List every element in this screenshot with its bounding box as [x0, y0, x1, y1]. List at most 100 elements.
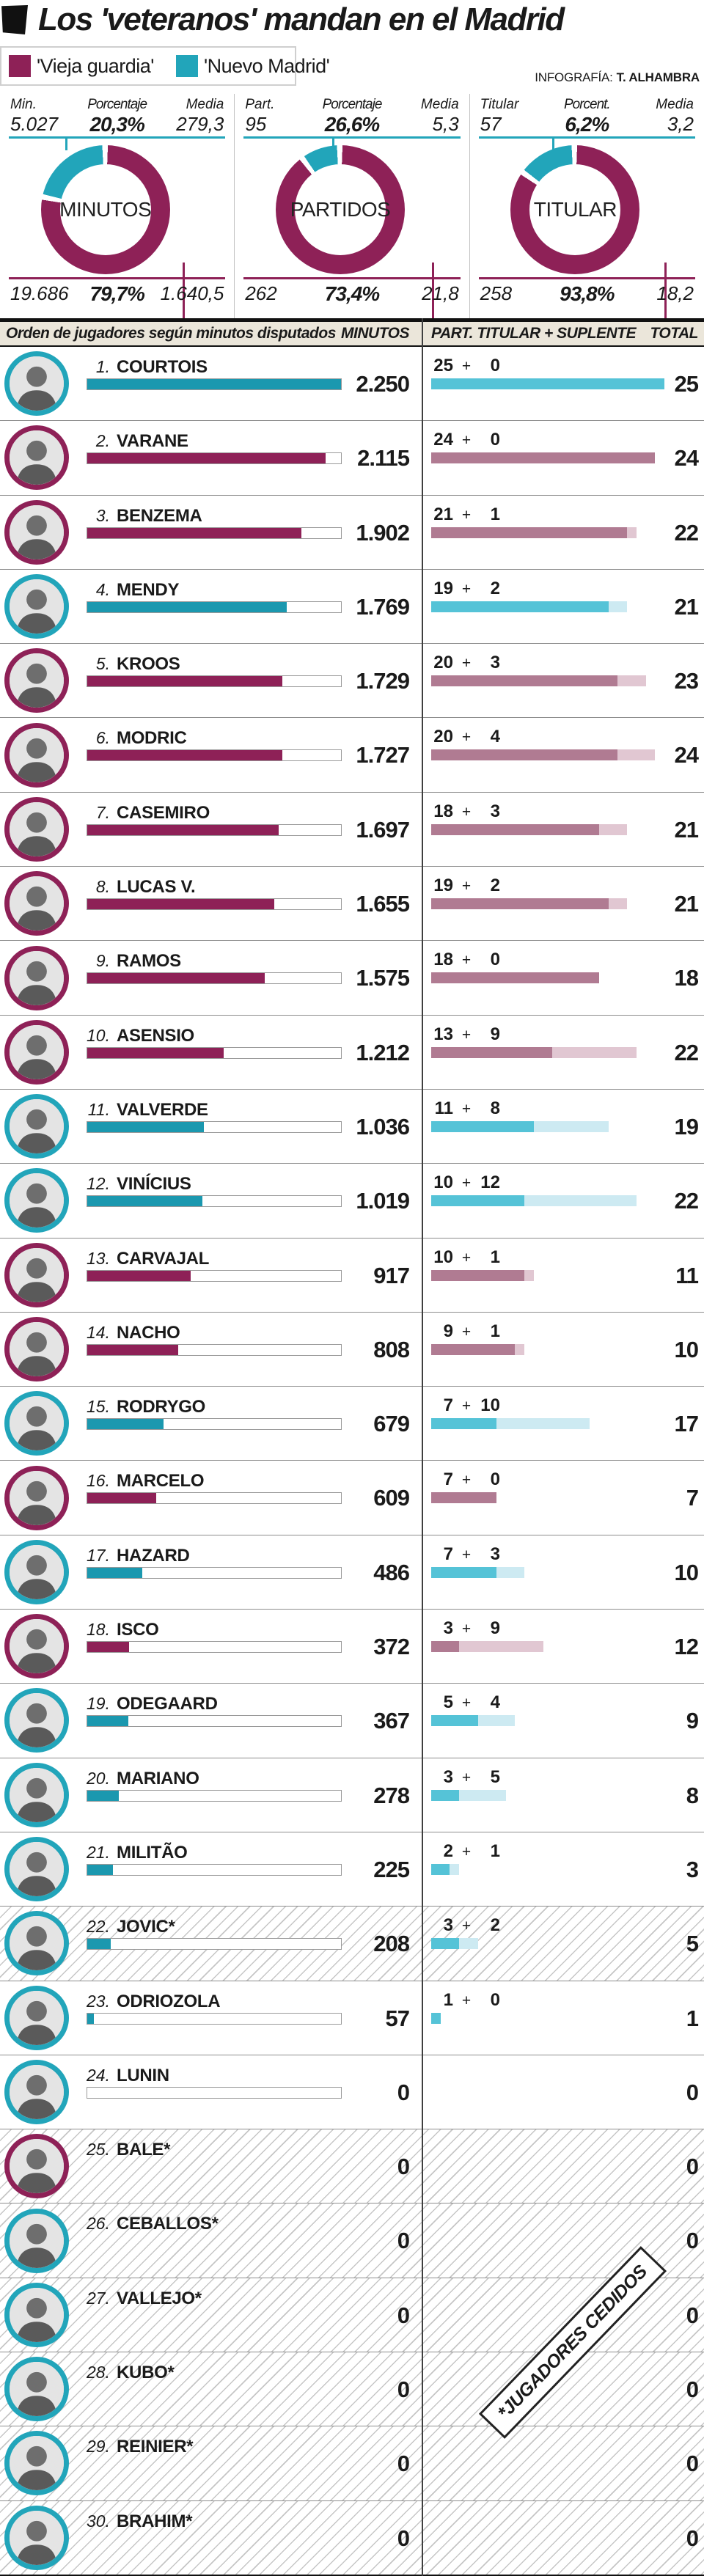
titular-segment: [431, 675, 618, 687]
table-row: 5. KROOS 1.729 20 +3 23: [0, 644, 704, 719]
player-name: 9. RAMOS: [95, 951, 181, 972]
player-photo: [10, 1470, 64, 1525]
total-value: 25: [674, 371, 699, 397]
games-bar: [431, 1269, 664, 1281]
minutes-value: 57: [385, 2005, 410, 2031]
games-bar: [431, 1046, 664, 1058]
total-value: 21: [674, 891, 699, 917]
titular-segment: [431, 1938, 460, 1950]
table-row: 16. MARCELO 609 7 +0 7: [0, 1461, 704, 1535]
total-value: 12: [674, 1634, 699, 1660]
column-divider: [422, 318, 423, 2576]
minutes-bar: [87, 2086, 342, 2099]
minutes-value: 0: [397, 2451, 410, 2477]
nuevo-connector-line: [478, 136, 695, 150]
titular-segment: [431, 1789, 460, 1801]
minutes-value: 1.036: [356, 1113, 410, 1140]
avatar: [4, 2431, 69, 2496]
minutes-value: 679: [373, 1411, 410, 1437]
total-value: 10: [674, 1559, 699, 1585]
player-photo: [10, 1767, 64, 1822]
suplente-segment: [524, 1195, 637, 1207]
player-photo: [10, 1693, 64, 1748]
avatar: [4, 2282, 69, 2347]
minutes-value: 1.902: [356, 519, 410, 546]
titular-suplente-label: 5 +4: [443, 1692, 500, 1713]
player-name: 29. REINIER*: [87, 2437, 194, 2457]
player-name: 19. ODEGAARD: [87, 1694, 218, 1714]
games-bar: [431, 1418, 664, 1430]
total-value: 17: [674, 1411, 699, 1437]
suplente-segment: [496, 1566, 525, 1578]
nuevo-connector-line: [9, 136, 226, 150]
table-row: 9. RAMOS 1.575 18 +0 18: [0, 941, 704, 1016]
titular-suplente-label: 1 +0: [443, 1989, 500, 2010]
credit-label: INFOGRAFÍA:: [535, 70, 613, 84]
games-bar: [431, 378, 664, 389]
total-value: 21: [674, 593, 699, 620]
table-row: 2. VARANE 2.115 24 +0 24: [0, 421, 704, 496]
player-name: 5. KROOS: [95, 654, 180, 675]
player-name: 24. LUNIN: [87, 2065, 169, 2085]
titular-suplente-label: 3 +2: [443, 1915, 500, 1936]
stat-value: 5,3: [432, 113, 459, 135]
player-name: 15. RODRYGO: [87, 1397, 206, 1417]
titular-suplente-label: 10 +12: [433, 1173, 500, 1193]
player-name: 14. NACHO: [87, 1322, 180, 1343]
player-photo: [10, 950, 64, 1005]
stat-value: 279,3: [176, 113, 224, 135]
minutes-value: 0: [397, 2228, 410, 2254]
avatar: [4, 351, 69, 417]
player-name: 28. KUBO*: [87, 2363, 175, 2383]
total-value: 0: [686, 2154, 699, 2180]
suplente-segment: [617, 675, 646, 687]
player-name: 6. MODRIC: [95, 728, 187, 749]
table-row: 24. LUNIN 0 0: [0, 2055, 704, 2130]
total-value: 9: [686, 1708, 699, 1734]
titular-suplente-label: 18 +3: [433, 801, 500, 821]
legend: 'Vieja guardia' 'Nuevo Madrid': [0, 46, 330, 86]
minutes-bar: [87, 601, 342, 613]
donut-title: MINUTOS: [59, 198, 152, 221]
donut-panel-titular: Titular Porcent. Media 57 6,2% 3,2 TITUL…: [469, 94, 704, 323]
table-row: 20. MARIANO 278 3 +5 8: [0, 1758, 704, 1832]
minutes-bar: [87, 1566, 342, 1579]
minutes-value: 1.575: [356, 965, 410, 991]
table-row: 17. HAZARD 486 7 +3 10: [0, 1535, 704, 1610]
titular-segment: [431, 526, 628, 538]
vieja-connector-line: [478, 277, 695, 279]
titular-segment: [431, 1492, 497, 1504]
minutes-bar: [87, 526, 342, 539]
titular-segment: [431, 601, 609, 612]
minutes-value: 208: [373, 1931, 410, 1957]
player-photo: [10, 1396, 64, 1451]
stat-value: 19.686: [10, 282, 69, 304]
stat-value: 57: [480, 113, 502, 135]
stat-label: Porcentaje: [322, 97, 383, 112]
legend-swatch-nuevo-madrid: [175, 55, 198, 77]
minutes-value: 225: [373, 1856, 410, 1882]
player-photo: [10, 1322, 64, 1376]
suplente-segment: [524, 1269, 534, 1281]
stat-values-nuevo: 95 26,6% 5,3: [245, 113, 458, 136]
stat-values-nuevo: 57 6,2% 3,2: [480, 113, 694, 136]
player-photo: [10, 1173, 64, 1228]
minutes-value: 917: [373, 1262, 410, 1288]
table-header-minutes: MINUTOS: [341, 325, 409, 342]
minutes-value: 609: [373, 1485, 410, 1511]
minutes-value: 2.115: [357, 445, 410, 471]
avatar: [4, 425, 69, 491]
stat-label: Porcentaje: [87, 97, 147, 112]
suplente-segment: [617, 749, 656, 761]
vieja-connector-elbow: [431, 263, 434, 323]
table-row: 14. NACHO 808 9 +1 10: [0, 1313, 704, 1387]
suplente-segment: [459, 1641, 543, 1653]
titular-segment: [431, 1269, 525, 1281]
stat-value: 73,4%: [324, 282, 380, 305]
table-header: Orden de jugadores según minutos disputa…: [0, 322, 704, 347]
minutes-bar: [87, 1195, 342, 1208]
games-bar: [431, 823, 664, 835]
games-bar: [431, 1715, 664, 1727]
suplente-segment: [627, 526, 637, 538]
